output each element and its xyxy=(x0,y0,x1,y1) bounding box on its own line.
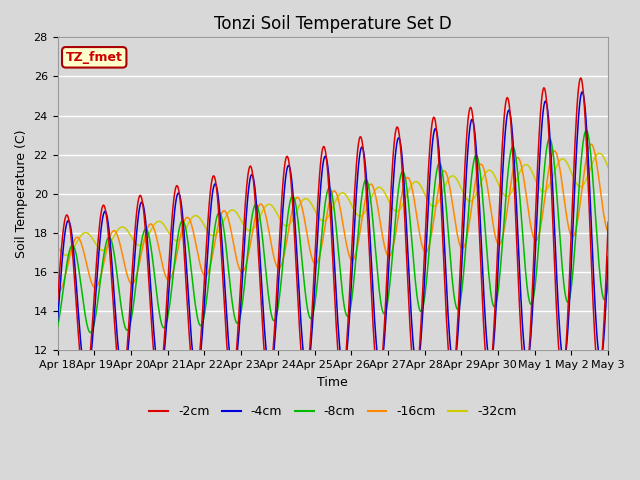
Legend: -2cm, -4cm, -8cm, -16cm, -32cm: -2cm, -4cm, -8cm, -16cm, -32cm xyxy=(144,400,522,423)
Y-axis label: Soil Temperature (C): Soil Temperature (C) xyxy=(15,130,28,258)
Title: Tonzi Soil Temperature Set D: Tonzi Soil Temperature Set D xyxy=(214,15,452,33)
Text: TZ_fmet: TZ_fmet xyxy=(66,51,123,64)
X-axis label: Time: Time xyxy=(317,376,348,389)
